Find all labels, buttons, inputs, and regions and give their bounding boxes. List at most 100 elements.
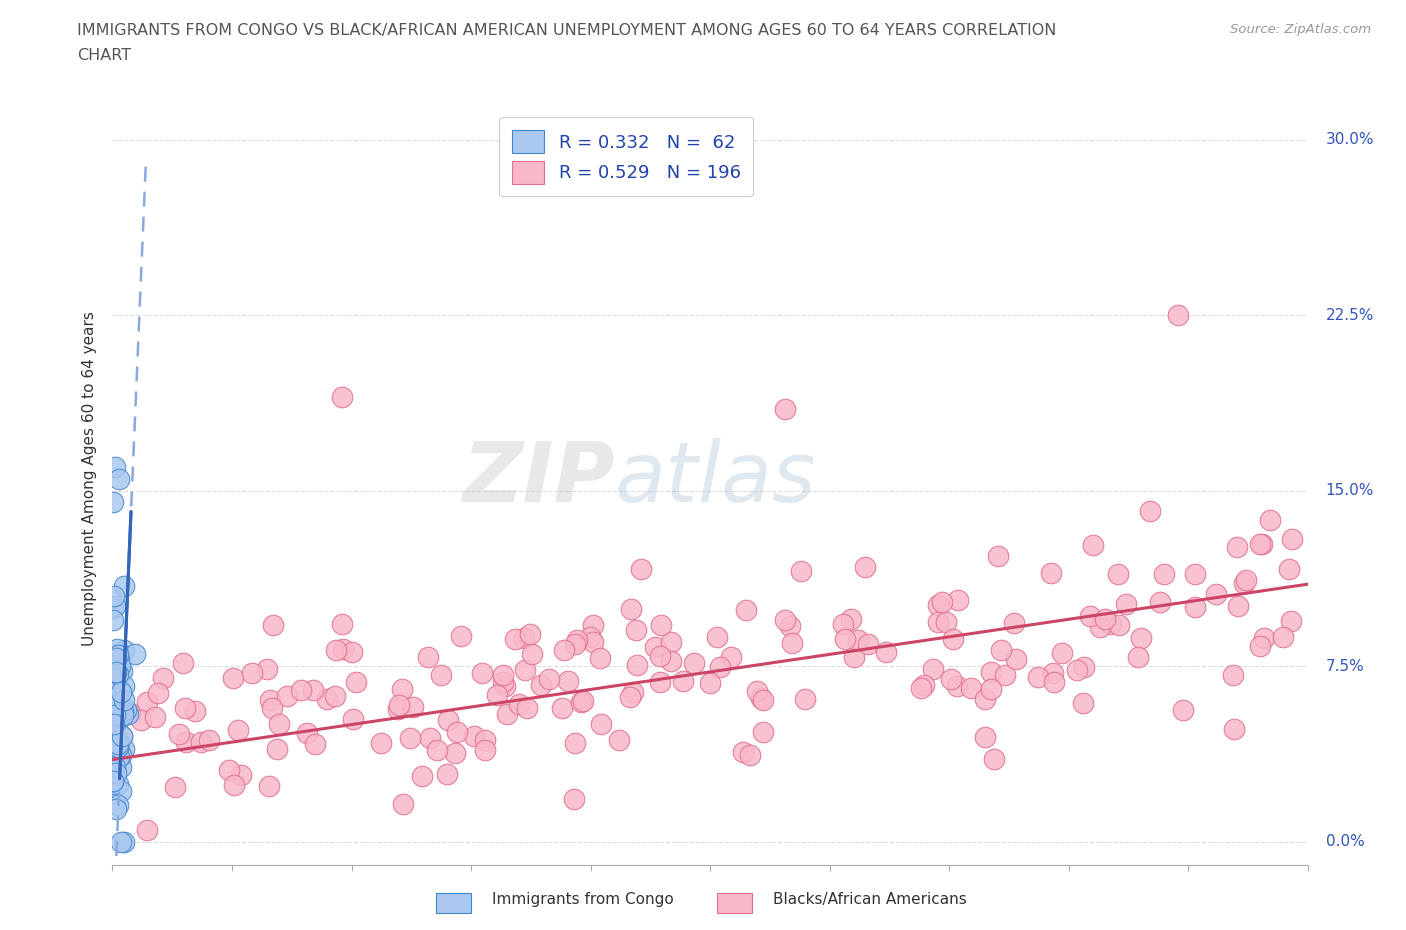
Point	[474, 743, 496, 758]
Point	[699, 675, 721, 690]
Point	[1073, 660, 1095, 675]
Point	[108, 652, 131, 667]
Point	[565, 633, 588, 648]
Point	[120, 705, 142, 720]
Point	[228, 723, 250, 737]
Point	[330, 617, 353, 631]
Point	[101, 712, 124, 727]
Point	[706, 630, 728, 644]
Point	[648, 674, 671, 689]
Point	[1130, 631, 1153, 646]
Point	[101, 658, 124, 672]
Point	[108, 750, 131, 764]
Point	[110, 783, 132, 798]
Point	[101, 495, 124, 510]
Point	[110, 759, 132, 774]
Point	[1139, 504, 1161, 519]
Point	[107, 797, 129, 812]
Point	[450, 629, 472, 644]
Point	[672, 673, 695, 688]
Point	[105, 665, 128, 680]
Point	[107, 647, 129, 662]
Point	[107, 734, 129, 749]
Point	[301, 683, 323, 698]
Point	[1042, 675, 1064, 690]
Point	[105, 744, 128, 759]
Point	[1249, 638, 1271, 653]
Point	[942, 631, 965, 646]
Point	[994, 668, 1017, 683]
Point	[103, 692, 125, 707]
Point	[426, 742, 449, 757]
Point	[399, 731, 422, 746]
Point	[626, 658, 648, 672]
Point	[1153, 566, 1175, 581]
Point	[749, 690, 772, 705]
Point	[471, 665, 494, 680]
Text: IMMIGRANTS FROM CONGO VS BLACK/AFRICAN AMERICAN UNEMPLOYMENT AMONG AGES 60 TO 64: IMMIGRANTS FROM CONGO VS BLACK/AFRICAN A…	[77, 23, 1057, 38]
Point	[731, 745, 754, 760]
Point	[112, 742, 135, 757]
Point	[875, 644, 897, 659]
Point	[323, 688, 346, 703]
Point	[183, 703, 205, 718]
Point	[257, 778, 280, 793]
Point	[108, 472, 131, 486]
Point	[839, 611, 862, 626]
Point	[104, 765, 127, 780]
Point	[1108, 618, 1130, 632]
Point	[492, 674, 515, 689]
Text: ZIP: ZIP	[461, 438, 614, 520]
Text: Source: ZipAtlas.com: Source: ZipAtlas.com	[1230, 23, 1371, 36]
Point	[987, 549, 1010, 564]
Point	[630, 562, 652, 577]
Point	[1258, 512, 1281, 527]
Point	[740, 748, 762, 763]
Point	[1250, 537, 1272, 551]
Point	[607, 733, 630, 748]
Point	[1222, 668, 1244, 683]
Point	[103, 698, 125, 713]
Text: CHART: CHART	[77, 48, 131, 63]
Point	[541, 132, 564, 147]
Point	[494, 678, 516, 693]
Point	[1066, 663, 1088, 678]
Point	[752, 693, 775, 708]
Point	[983, 751, 1005, 766]
Point	[276, 689, 298, 704]
Point	[659, 653, 682, 668]
Point	[582, 635, 605, 650]
Point	[564, 636, 586, 651]
Text: 22.5%: 22.5%	[1326, 308, 1374, 323]
Point	[1171, 703, 1194, 718]
Point	[1107, 566, 1129, 581]
Point	[621, 684, 644, 699]
Point	[110, 684, 132, 699]
Point	[980, 682, 1002, 697]
Text: atlas: atlas	[614, 438, 815, 520]
Point	[990, 643, 1012, 658]
Point	[101, 600, 124, 615]
Point	[1278, 562, 1301, 577]
Point	[579, 630, 602, 644]
Point	[912, 677, 935, 692]
Point	[589, 651, 612, 666]
Text: 30.0%: 30.0%	[1326, 132, 1374, 147]
Point	[659, 634, 682, 649]
Point	[581, 618, 603, 632]
Point	[104, 459, 127, 474]
Point	[980, 664, 1002, 679]
Point	[316, 692, 339, 707]
Point	[295, 725, 318, 740]
Text: 15.0%: 15.0%	[1326, 484, 1374, 498]
Point	[1042, 666, 1064, 681]
Point	[794, 692, 817, 707]
Point	[856, 637, 879, 652]
Point	[111, 708, 134, 723]
Point	[240, 665, 263, 680]
Point	[1073, 696, 1095, 711]
Point	[1253, 631, 1275, 645]
Point	[222, 671, 245, 685]
Point	[231, 768, 253, 783]
Point	[446, 724, 468, 739]
